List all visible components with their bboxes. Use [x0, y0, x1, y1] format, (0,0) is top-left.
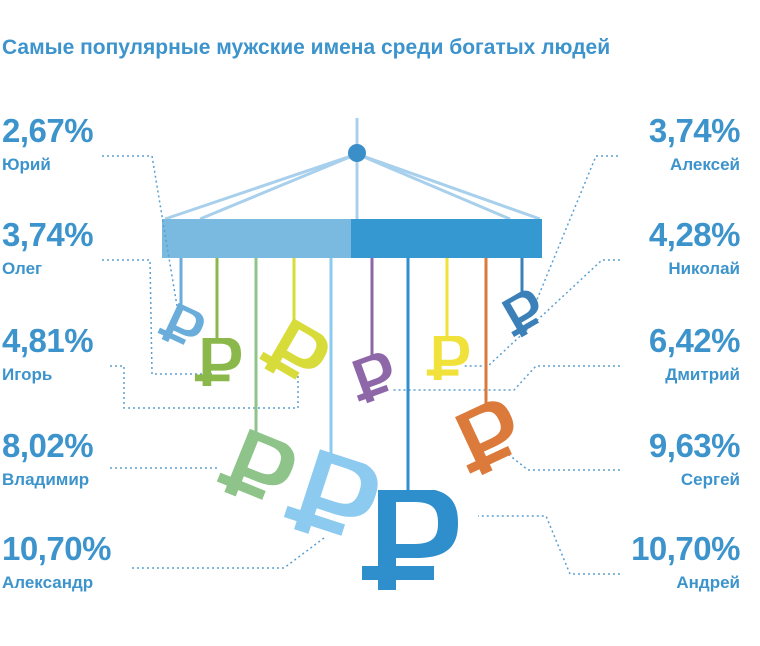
connector-line [462, 259, 620, 367]
hanger-wire [164, 152, 358, 221]
name-item: 9,63% Сергей [540, 427, 741, 491]
percent-label: 10,70% [2, 530, 111, 567]
mobile-frame [162, 118, 542, 258]
name-label: Игорь [2, 365, 53, 384]
percent-label: 4,28% [648, 216, 741, 253]
name-item: 10,70% Александр [2, 530, 202, 594]
name-item: 3,74% Олег [2, 216, 202, 280]
name-label: Алексей [670, 155, 740, 174]
connector-line [507, 453, 620, 471]
percent-label: 2,67% [2, 112, 94, 149]
ruble-icon [255, 312, 334, 392]
name-label: Андрей [676, 573, 740, 592]
connector-line [478, 515, 620, 575]
ruble-icon [362, 490, 458, 590]
percent-label: 8,02% [2, 427, 94, 464]
percent-label: 9,63% [648, 427, 741, 464]
connector-line [535, 155, 618, 303]
name-label: Олег [2, 259, 43, 278]
name-item: 3,74% Алексей [540, 112, 741, 176]
name-label: Сергей [680, 470, 740, 489]
name-item: 4,28% Николай [540, 216, 741, 280]
ruble-icon [213, 423, 301, 513]
name-item: 2,67% Юрий [2, 112, 202, 176]
bar-right [351, 219, 542, 258]
name-label: Владимир [2, 470, 90, 489]
percent-label: 4,81% [2, 322, 94, 359]
name-item: 4,81% Игорь [2, 322, 202, 386]
name-item: 8,02% Владимир [2, 427, 202, 491]
name-label: Юрий [2, 155, 51, 174]
bar-left [162, 219, 351, 258]
hanger-knob [348, 144, 366, 162]
percent-label: 6,42% [648, 322, 741, 359]
name-label: Дмитрий [665, 365, 740, 384]
name-label: Александр [2, 573, 94, 592]
chart-title: Самые популярные мужские имена среди бог… [2, 36, 611, 59]
hanger-wire [199, 152, 358, 221]
percent-label: 3,74% [648, 112, 741, 149]
name-item: 10,70% Андрей [540, 530, 740, 594]
ruble-icon [445, 395, 529, 481]
connector-line [102, 259, 212, 375]
hanger-wire [356, 152, 541, 221]
connector-line [110, 365, 299, 409]
percent-label: 10,70% [631, 530, 740, 567]
hanger-wire [356, 152, 511, 221]
connector-line [392, 365, 620, 391]
name-item: 6,42% Дмитрий [540, 322, 741, 386]
name-label: Николай [668, 259, 740, 278]
connector-line [132, 537, 325, 569]
connector-line [102, 155, 179, 313]
ruble-icon [280, 444, 384, 550]
ruble-icon [345, 349, 401, 407]
ruble-icon [426, 336, 469, 380]
percent-label: 3,74% [2, 216, 94, 253]
